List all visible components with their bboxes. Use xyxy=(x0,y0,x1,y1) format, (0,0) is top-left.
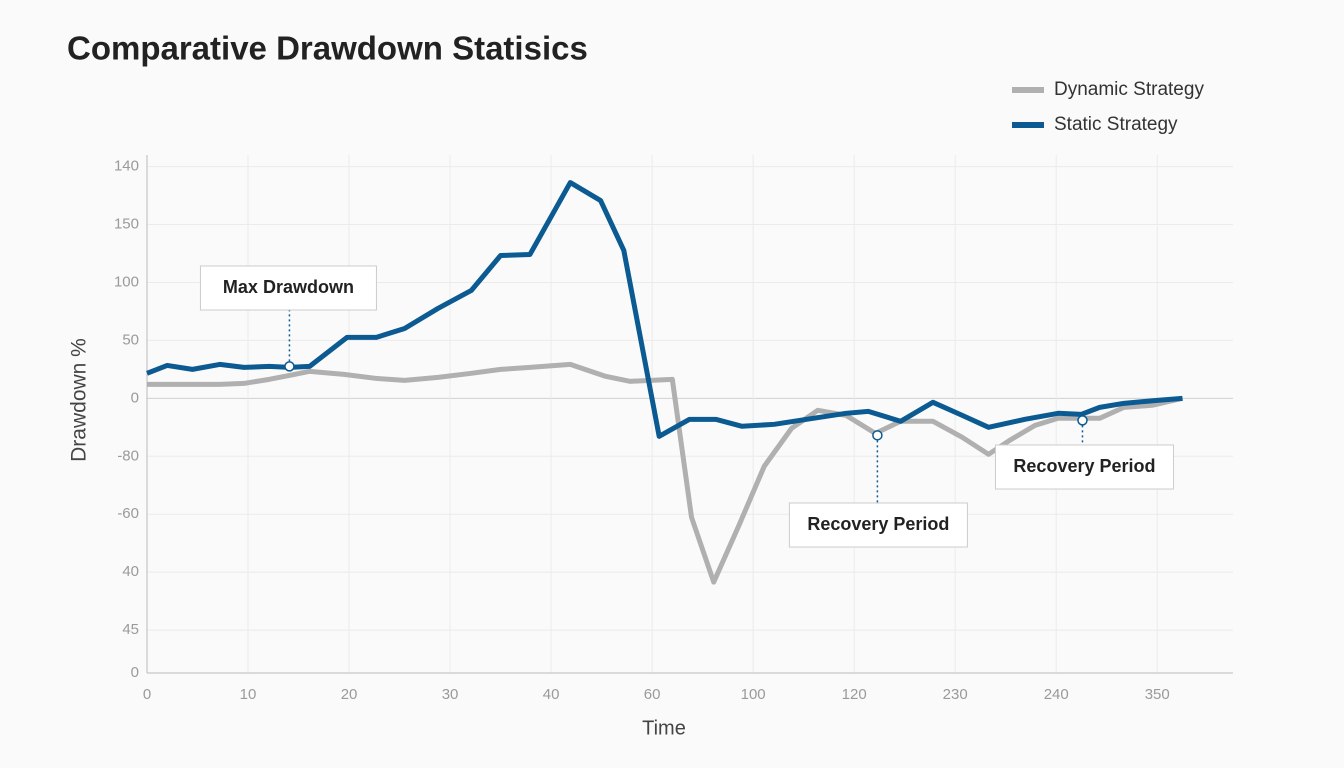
x-tick-label: 0 xyxy=(143,686,151,703)
annotation-box xyxy=(994,444,1174,490)
x-tick-label: 230 xyxy=(943,686,968,703)
legend-label: Dynamic Strategy xyxy=(1054,79,1204,100)
annotation-box xyxy=(788,502,968,548)
x-tick-label: 350 xyxy=(1145,686,1170,703)
x-tick-label: 40 xyxy=(543,686,560,703)
chart-title: Comparative Drawdown Statisics xyxy=(67,30,588,67)
y-tick-label: 50 xyxy=(122,331,139,348)
y-tick-label: 150 xyxy=(114,215,139,232)
y-axis-label: Drawdown % xyxy=(68,338,91,462)
y-tick-label: 0 xyxy=(131,389,139,406)
x-axis-label: Time xyxy=(642,717,686,739)
y-tick-label: 45 xyxy=(122,621,139,638)
annotation-point xyxy=(872,430,883,441)
x-tick-label: 60 xyxy=(644,686,661,703)
annotation-point xyxy=(1077,415,1088,426)
y-tick-label: -60 xyxy=(117,505,139,522)
x-tick-label: 120 xyxy=(842,686,867,703)
annotation-text: Max Drawdown xyxy=(223,277,354,297)
y-tick-label: 100 xyxy=(114,273,139,290)
x-tick-label: 30 xyxy=(442,686,459,703)
x-tick-label: 240 xyxy=(1044,686,1069,703)
x-tick-label: 20 xyxy=(341,686,358,703)
annotation-text: Recovery Period xyxy=(1013,456,1155,476)
y-tick-label: 140 xyxy=(114,158,139,175)
annotation-point xyxy=(284,361,295,372)
y-tick-label: -80 xyxy=(117,447,139,464)
annotation-box xyxy=(199,265,377,311)
legend-label: Static Strategy xyxy=(1054,114,1178,135)
series-line xyxy=(147,361,1184,585)
y-tick-label: 40 xyxy=(122,563,139,580)
annotation-text: Recovery Period xyxy=(807,514,949,534)
x-tick-label: 100 xyxy=(741,686,766,703)
y-tick-label: 0 xyxy=(131,664,139,681)
x-tick-label: 10 xyxy=(240,686,257,703)
